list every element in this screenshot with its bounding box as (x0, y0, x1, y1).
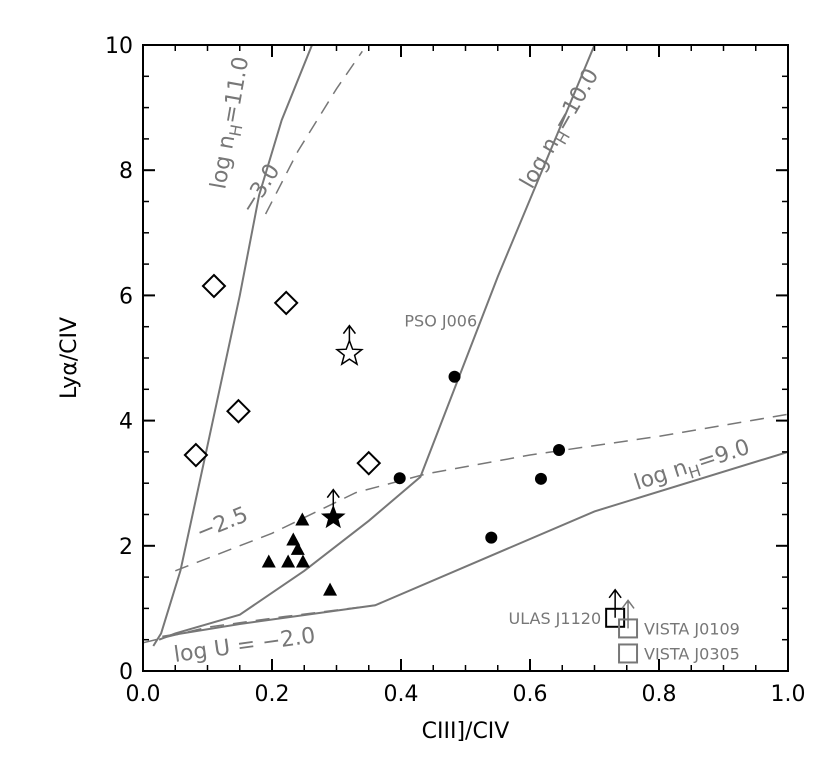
y-tick-label: 0 (119, 660, 133, 685)
square-marker (605, 607, 626, 628)
density-label-11: log nH=11.0 (206, 55, 258, 192)
x-tick-label: 1.0 (771, 682, 806, 707)
open-star-marker (334, 338, 364, 366)
triangle-marker (281, 554, 296, 568)
diamond-marker (273, 290, 299, 316)
x-axis-title: CIII]/CIV (422, 719, 510, 744)
y-tick-label: 6 (119, 284, 133, 309)
lower-limit-arrow (621, 599, 635, 629)
triangle-marker (295, 512, 310, 526)
circle-marker (448, 370, 461, 383)
density-line (152, 44, 313, 647)
triangle-marker (323, 582, 338, 596)
lower-limit-arrow (608, 588, 622, 618)
axes: 0.0 0.2 0.4 0.6 0.8 1.0 0 2 4 6 8 10 (105, 34, 806, 707)
triangle-marker (295, 554, 310, 568)
diamond-marker (201, 273, 227, 299)
x-tick-label: 0.4 (384, 682, 419, 707)
circle-marker (393, 472, 406, 485)
point-label: VISTA J0305 (644, 644, 740, 663)
ionization-line (264, 50, 363, 215)
density-label-10: log nH=10.0 (516, 65, 608, 195)
point-label: VISTA J0109 (644, 619, 740, 638)
circle-marker (485, 531, 498, 544)
y-tick-label: 8 (119, 159, 133, 184)
density-line (158, 44, 596, 641)
x-tick-label: 0.2 (255, 682, 290, 707)
ionization-label-2.5: −2.5 (193, 502, 252, 545)
circle-marker (553, 444, 566, 457)
gray-square-marker (618, 618, 639, 639)
y-axis-title: Lyα/CIV (57, 317, 82, 399)
diamond-marker (356, 450, 382, 476)
diamond-marker (226, 398, 251, 424)
y-tick-label: 4 (119, 410, 133, 435)
ionization-line (175, 413, 789, 572)
y-tick-label: 2 (119, 535, 133, 560)
data-points: PSO J006 ULAS J1120 VISTA J0109 VISTA J0305 (183, 273, 740, 664)
x-tick-label: 0.0 (126, 682, 161, 707)
x-tick-label: 0.6 (513, 682, 548, 707)
point-label: ULAS J1120 (509, 609, 602, 628)
ionization-line (142, 604, 376, 644)
x-tick-label: 0.8 (642, 682, 677, 707)
diamond-marker (183, 442, 209, 468)
triangle-marker (261, 554, 276, 568)
y-tick-label: 10 (105, 34, 133, 59)
circle-marker (534, 472, 547, 485)
model-lines (142, 44, 789, 647)
triangle-marker (290, 541, 305, 555)
triangle-marker (286, 532, 301, 546)
gray-square-marker (618, 643, 639, 664)
point-label: PSO J006 (404, 311, 477, 330)
filled-star-marker (320, 504, 346, 529)
